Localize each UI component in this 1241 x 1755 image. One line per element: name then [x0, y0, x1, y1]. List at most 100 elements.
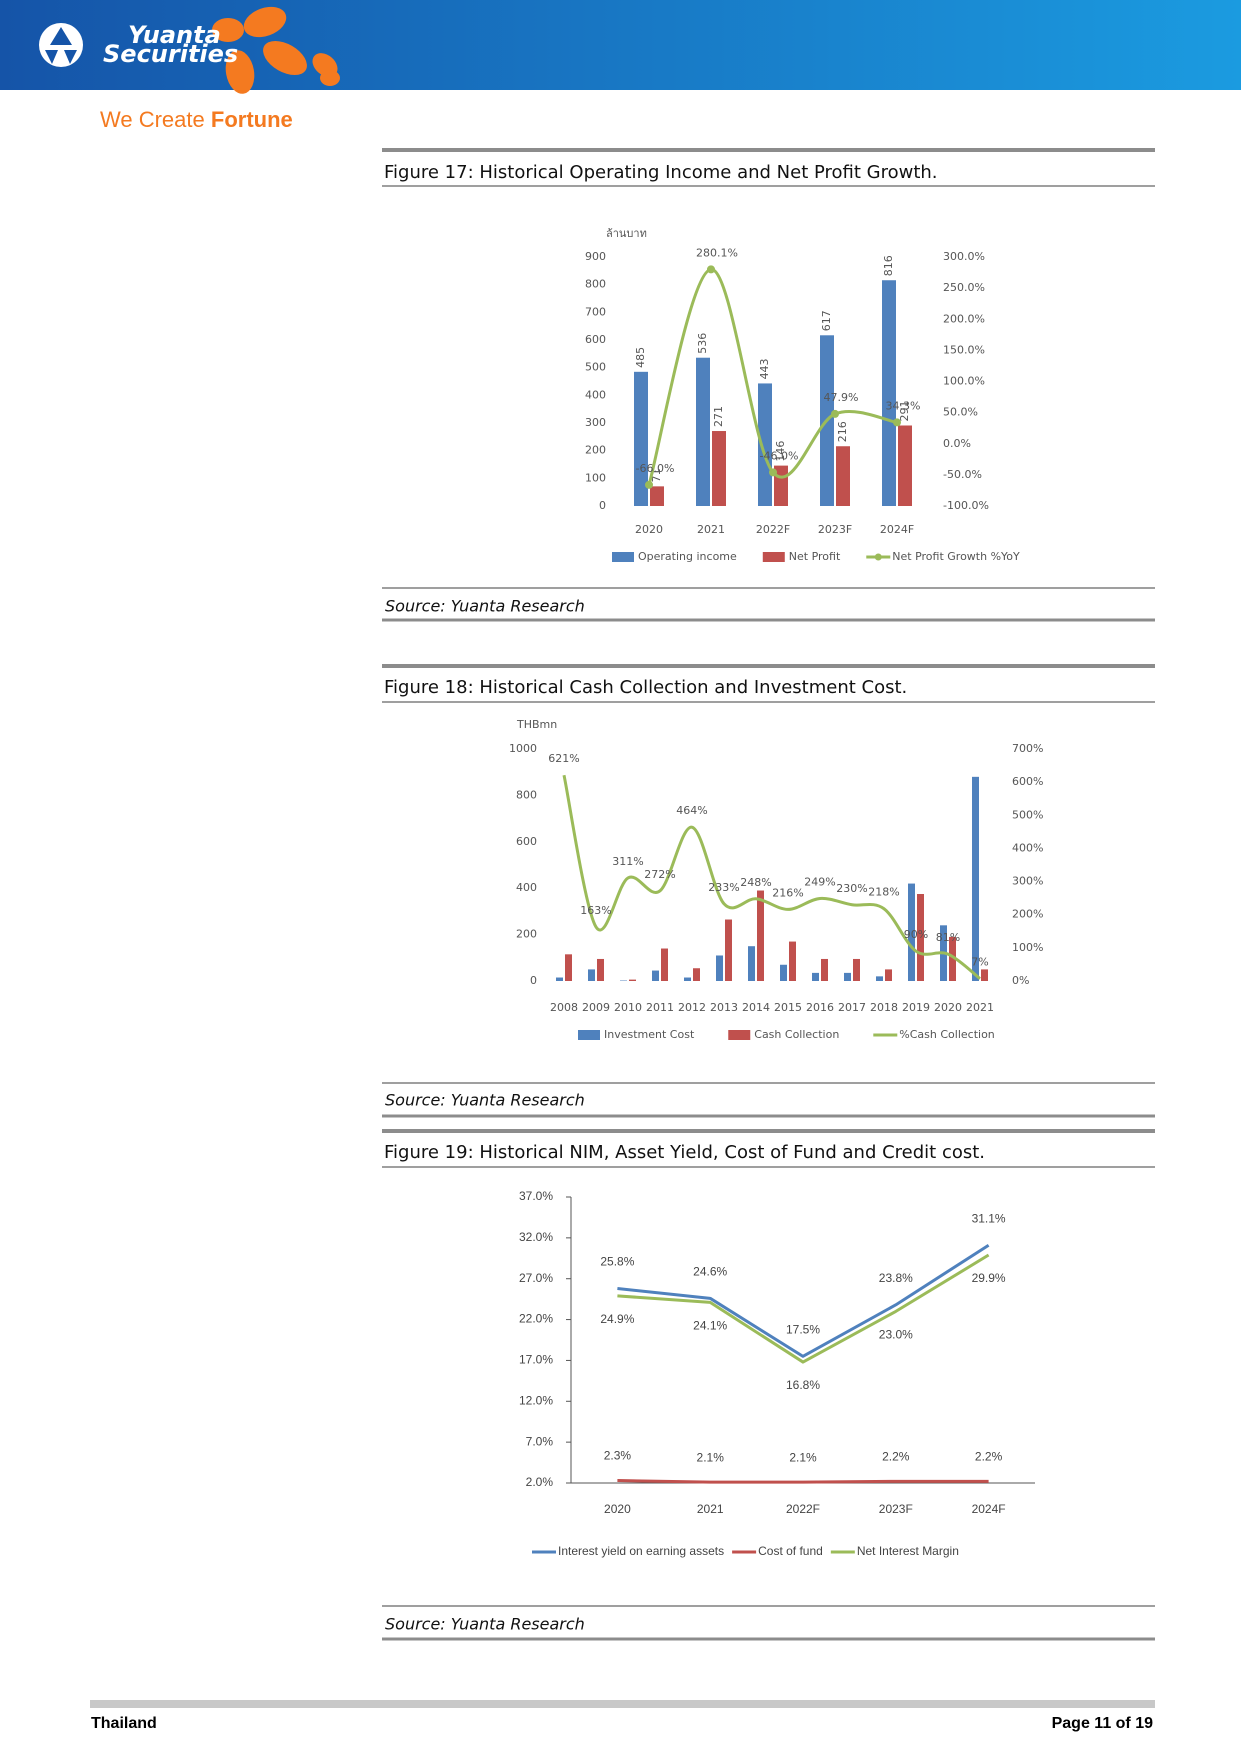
legend-swatch — [578, 1030, 600, 1040]
bar — [652, 970, 659, 981]
data-label: 7% — [971, 956, 988, 969]
bar — [725, 919, 732, 981]
logo-flower — [212, 6, 340, 94]
legend-swatch — [612, 552, 634, 562]
source: Source: Yuanta Research — [385, 597, 585, 616]
figure-title: Figure 18: Historical Cash Collection an… — [384, 677, 907, 698]
data-label: 233% — [708, 881, 739, 894]
bar — [789, 941, 796, 981]
y-tick-label: 200 — [585, 444, 606, 457]
y-tick-label: 400 — [516, 881, 537, 894]
bar — [758, 383, 772, 506]
data-label: 31.1% — [972, 1211, 1006, 1225]
bar — [812, 972, 819, 981]
data-label: 311% — [612, 855, 643, 868]
bar — [696, 357, 710, 506]
y2-tick-label: -50.0% — [943, 468, 982, 481]
figure-title: Figure 19: Historical NIM, Asset Yield, … — [384, 1142, 985, 1163]
legend-label: Net Interest Margin — [857, 1544, 959, 1558]
footer-right: Page 11 of 19 — [1052, 1715, 1153, 1732]
y-tick-label: 300 — [585, 416, 606, 429]
data-label: 34.3% — [886, 399, 921, 412]
y-tick-label: 0 — [530, 974, 537, 987]
bar — [565, 954, 572, 981]
data-label: 248% — [740, 876, 771, 889]
legend-label: Operating income — [638, 550, 737, 563]
data-label: 2.1% — [697, 1450, 725, 1464]
y-tick-label: 1000 — [509, 742, 537, 755]
y2-tick-label: 0.0% — [943, 437, 971, 450]
y-tick-label: 800 — [585, 278, 606, 291]
x-tick-label: 2011 — [646, 1001, 674, 1014]
data-label: -66.0% — [636, 462, 675, 475]
y-tick-label: 32.0% — [519, 1230, 553, 1244]
footer-left: Thailand — [91, 1715, 157, 1732]
legend-label: Interest yield on earning assets — [558, 1544, 724, 1558]
tagline-bold: Fortune — [211, 107, 293, 132]
legend-label: Net Profit Growth %YoY — [892, 550, 1020, 563]
bar — [836, 446, 850, 506]
data-label: 2.3% — [604, 1449, 632, 1463]
footer-band — [90, 1700, 1155, 1708]
x-tick-label: 2021 — [697, 523, 725, 536]
legend-label: Investment Cost — [604, 1028, 695, 1041]
y2-tick-label: 300.0% — [943, 250, 985, 263]
bar — [898, 425, 912, 506]
x-tick-label: 2017 — [838, 1001, 866, 1014]
figure-title: Figure 17: Historical Operating Income a… — [384, 162, 938, 183]
header-band — [0, 0, 1241, 90]
y2-tick-label: -100.0% — [943, 499, 989, 512]
axis-label: ล้านบาท — [606, 227, 647, 240]
y-tick-label: 27.0% — [519, 1271, 553, 1285]
x-tick-label: 2023F — [879, 1502, 913, 1516]
legend-swatch — [762, 552, 785, 562]
bar — [908, 883, 915, 981]
line-marker — [707, 265, 715, 274]
tagline-light: We Create — [100, 107, 205, 132]
bar — [885, 969, 892, 981]
legend-swatch — [728, 1030, 751, 1040]
bar — [597, 958, 604, 981]
x-tick-label: 2019 — [902, 1001, 930, 1014]
x-tick-label: 2024F — [972, 1502, 1006, 1516]
legend-label: Cash Collection — [754, 1028, 839, 1041]
line — [617, 1479, 989, 1484]
y-tick-label: 22.0% — [519, 1312, 553, 1326]
y-tick-label: 200 — [516, 928, 537, 941]
bar-value-label: 271 — [712, 406, 725, 427]
data-label: 464% — [676, 804, 707, 817]
data-label: 81% — [936, 931, 960, 944]
data-label: 23.0% — [879, 1328, 913, 1342]
y-tick-label: 600 — [516, 835, 537, 848]
y2-tick-label: 150.0% — [943, 343, 985, 356]
y2-tick-label: 100.0% — [943, 375, 985, 388]
data-label: 90% — [904, 928, 928, 941]
bar-value-label: 816 — [882, 255, 895, 276]
bar — [780, 964, 787, 981]
x-tick-label: 2010 — [614, 1001, 642, 1014]
y-tick-label: 17.0% — [519, 1353, 553, 1367]
data-label: 16.8% — [786, 1378, 820, 1392]
bar — [972, 776, 979, 981]
legend-swatch — [874, 553, 882, 561]
x-tick-label: 2015 — [774, 1001, 802, 1014]
y-tick-label: 7.0% — [526, 1434, 554, 1448]
x-tick-label: 2013 — [710, 1001, 738, 1014]
y2-tick-label: 500% — [1012, 808, 1043, 821]
x-tick-label: 2008 — [550, 1001, 578, 1014]
bar — [876, 976, 883, 981]
bar — [748, 946, 755, 981]
data-label: 25.8% — [600, 1255, 634, 1269]
bar — [716, 955, 723, 981]
bar — [949, 936, 956, 981]
bar — [556, 977, 563, 981]
y-tick-label: 2.0% — [526, 1475, 554, 1489]
bar — [588, 969, 595, 981]
legend-label: Net Profit — [789, 550, 841, 563]
bar — [844, 972, 851, 981]
bar — [634, 371, 648, 506]
x-tick-label: 2024F — [880, 523, 914, 536]
axis-label: THBmn — [516, 718, 557, 731]
y-tick-label: 0 — [599, 499, 606, 512]
